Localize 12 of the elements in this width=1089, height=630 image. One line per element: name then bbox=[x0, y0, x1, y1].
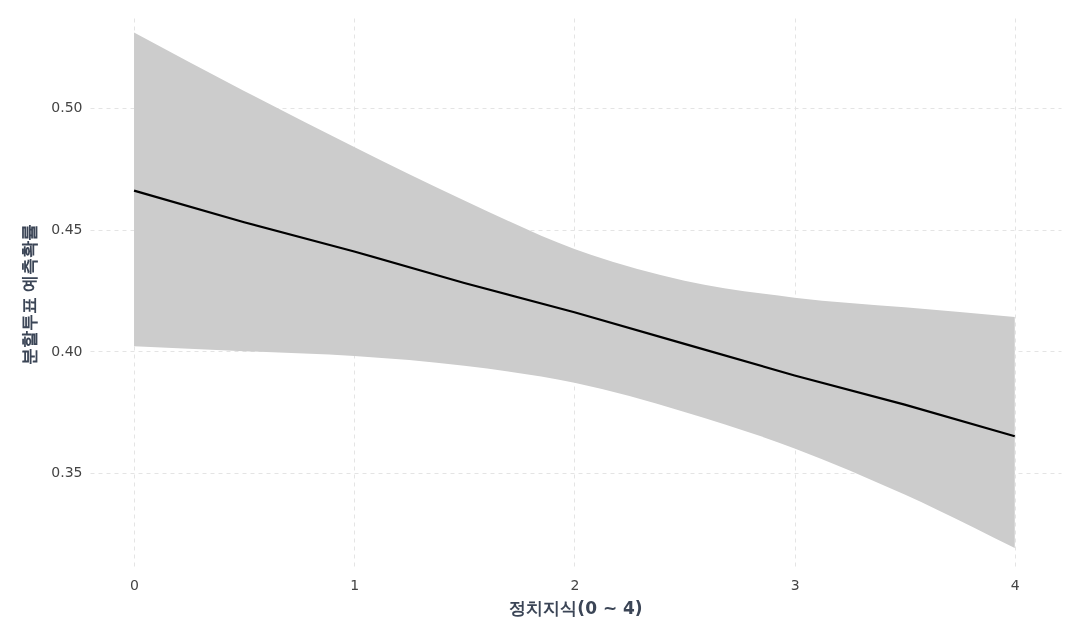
line-series bbox=[132, 189, 1016, 438]
x-tick-label: 2 bbox=[570, 576, 580, 593]
x-tick-label: 3 bbox=[790, 576, 800, 593]
y-tick-label: 0.50 bbox=[51, 99, 83, 116]
y-tick-label: 0.35 bbox=[51, 464, 83, 481]
y-tick-label: 0.40 bbox=[51, 342, 83, 359]
x-tick-label: 1 bbox=[350, 576, 360, 593]
y-tick-label: 0.45 bbox=[51, 221, 83, 238]
x-axis-title: 정치지식(0 ~ 4) bbox=[509, 597, 643, 618]
y-axis-title: 분할투표 예측확률 bbox=[19, 223, 40, 366]
x-tick-label: 0 bbox=[130, 576, 139, 593]
x-tick-label: 4 bbox=[1010, 576, 1020, 593]
